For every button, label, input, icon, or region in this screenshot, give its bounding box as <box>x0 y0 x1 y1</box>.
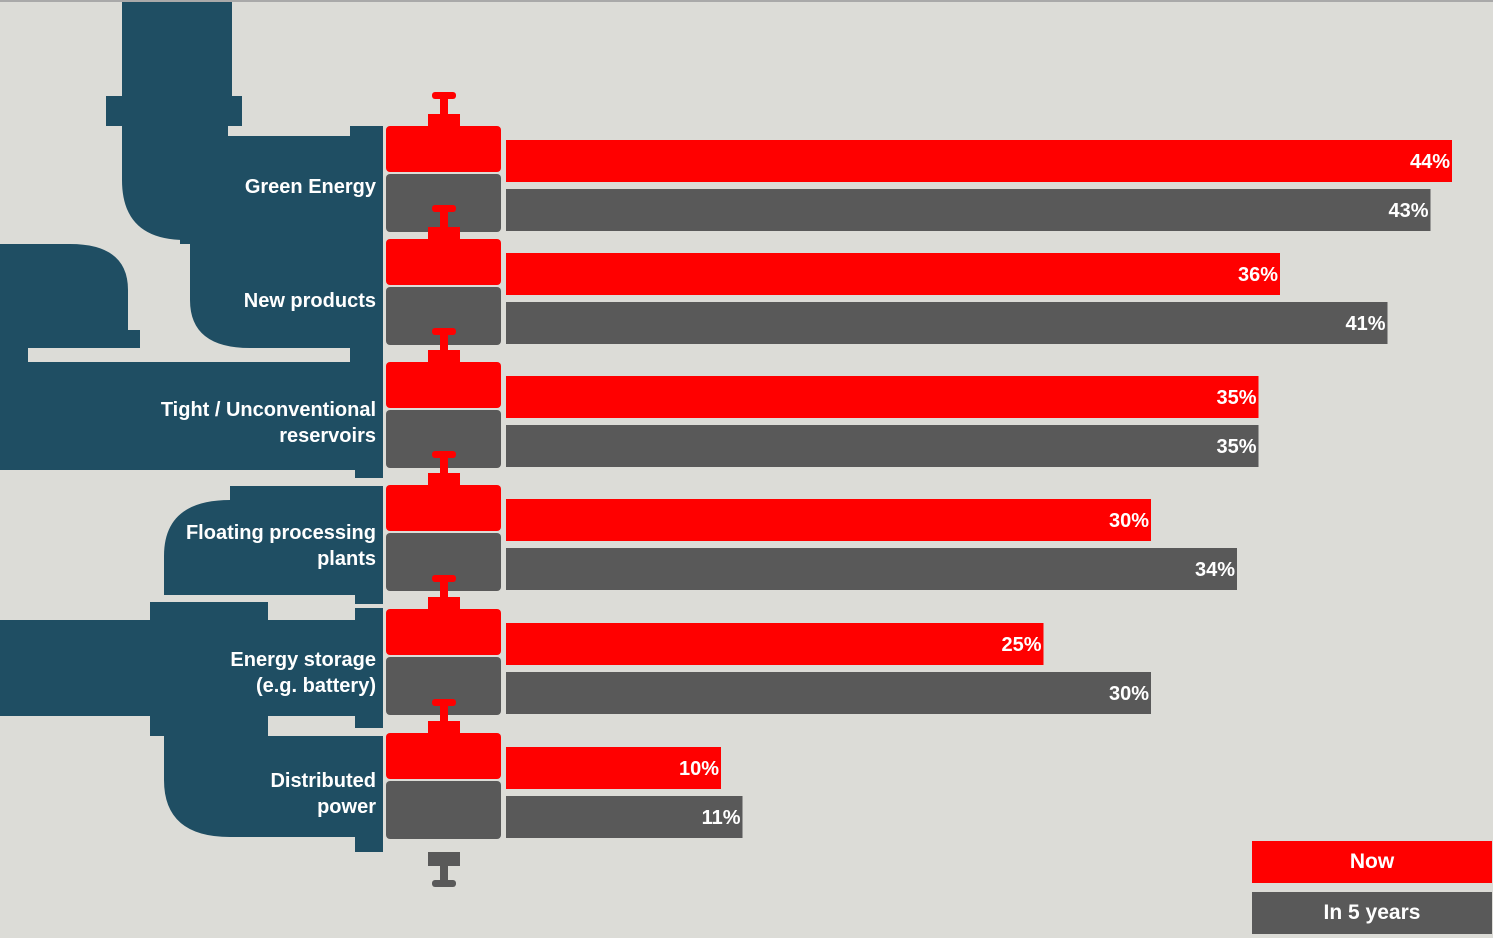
valve-bonnet-3 <box>428 473 460 487</box>
bar-now-1 <box>506 253 1280 295</box>
bar-in5-4 <box>506 672 1151 714</box>
pipe-top-riser <box>122 2 232 98</box>
category-label-tight-reservoirs: Tight / Unconventional reservoirs <box>160 399 376 447</box>
value-label-now-0: 44% <box>1410 151 1450 173</box>
valve-stem-1 <box>440 209 448 229</box>
category-label-distributed-power: Distributed power <box>270 770 376 818</box>
valve-body-in5-2 <box>386 410 501 468</box>
bar-in5-0 <box>506 189 1431 231</box>
category-label-floating-plants: Floating processing plants <box>185 522 376 570</box>
pipe-floating-plants <box>164 486 383 604</box>
valve-body-in5-3 <box>386 533 501 591</box>
bar-now-4 <box>506 623 1044 665</box>
category-label-energy-storage: Energy storage (e.g. battery) <box>230 649 376 697</box>
valve-bottom-bonnet <box>428 852 460 866</box>
value-label-in5-1: 41% <box>1345 313 1385 335</box>
pipe-manifold-icon <box>0 2 383 852</box>
bar-in5-3 <box>506 548 1237 590</box>
valve-body-now-5 <box>386 733 501 779</box>
bar-in5-5 <box>506 796 743 838</box>
valve-body-now-1 <box>386 239 501 285</box>
valve-handwheel-4 <box>432 575 456 582</box>
valve-handwheel-0 <box>432 92 456 99</box>
bar-in5-1 <box>506 302 1388 344</box>
value-label-now-2: 35% <box>1216 387 1256 409</box>
valve-body-in5-5 <box>386 781 501 839</box>
valve-bottom-stem <box>440 864 448 886</box>
value-label-in5-0: 43% <box>1388 200 1428 222</box>
valve-body-now-4 <box>386 609 501 655</box>
valve-bottom-handwheel <box>432 880 456 887</box>
pipe-flange-4 <box>150 716 268 736</box>
bar-in5-2 <box>506 425 1259 467</box>
valve-handwheel-1 <box>432 205 456 212</box>
pipe-flange-3 <box>150 602 268 620</box>
pipe-energy-storage <box>0 608 383 728</box>
pipe-left-stub <box>0 244 128 336</box>
pipe-green-energy <box>122 124 383 243</box>
valve-bonnet-5 <box>428 721 460 735</box>
category-label-green-energy: Green Energy <box>244 176 376 198</box>
value-label-now-1: 36% <box>1238 264 1278 286</box>
valve-body-in5-4 <box>386 657 501 715</box>
valve-stem-0 <box>440 96 448 116</box>
valve-handwheel-2 <box>432 328 456 335</box>
value-labels: 44% 43% 36% 41% 35% 35% 30% 34% 25% 30% 10% 11% <box>679 151 1450 829</box>
valve-handwheel-5 <box>432 699 456 706</box>
value-label-in5-3: 34% <box>1195 559 1235 581</box>
valve-handwheel-3 <box>432 451 456 458</box>
valve-body-now-3 <box>386 485 501 531</box>
value-label-now-4: 25% <box>1001 634 1041 656</box>
valve-body-now-0 <box>386 126 501 172</box>
pipe-distributed-power <box>164 736 383 852</box>
value-label-in5-4: 30% <box>1109 683 1149 705</box>
valve-body-in5-1 <box>386 287 501 345</box>
valve-body-now-2 <box>386 362 501 408</box>
valve-stem-2 <box>440 332 448 352</box>
pipe-flange-1 <box>180 228 280 244</box>
category-label-new-products: New products <box>243 290 376 312</box>
bar-now-3 <box>506 499 1151 541</box>
valve-stem-3 <box>440 455 448 475</box>
legend-in-5-years: In 5 years <box>1252 892 1492 934</box>
bar-now-2 <box>506 376 1259 418</box>
pipe-left-flange <box>0 330 140 348</box>
valve-icon <box>386 92 501 887</box>
value-label-in5-2: 35% <box>1216 436 1256 458</box>
pipe-tight-reservoirs <box>0 348 383 478</box>
value-label-now-3: 30% <box>1109 510 1149 532</box>
value-label-now-5: 10% <box>679 758 719 780</box>
pipe-flange-2 <box>280 230 350 244</box>
valve-bonnet-1 <box>428 227 460 241</box>
valve-bonnet-0 <box>428 114 460 128</box>
value-label-in5-5: 11% <box>702 807 741 829</box>
valve-stem-5 <box>440 703 448 723</box>
bar-now-5 <box>506 747 721 789</box>
valve-bonnet-4 <box>428 597 460 611</box>
valve-bonnet-2 <box>428 350 460 364</box>
valve-body-in5-0 <box>386 174 501 232</box>
legend-now: Now <box>1252 841 1492 883</box>
top-rule <box>0 0 1493 2</box>
bars <box>506 140 1452 838</box>
valve-stem-4 <box>440 579 448 599</box>
bar-now-0 <box>506 140 1452 182</box>
pipe-new-products <box>190 243 383 362</box>
pipe-top-flange <box>106 96 242 126</box>
